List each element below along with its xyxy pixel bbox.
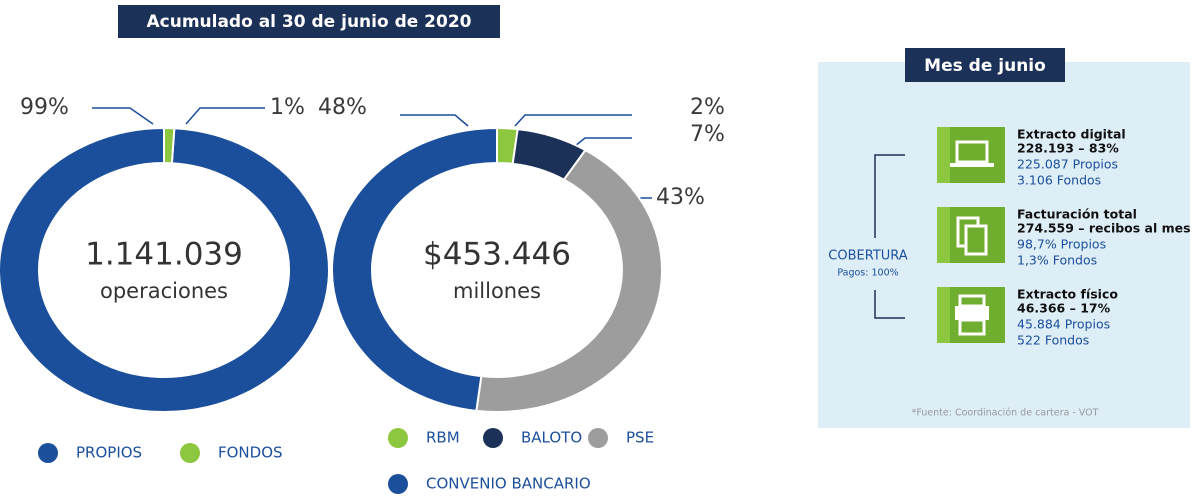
legend-swatch [588,428,608,448]
title-banner [118,5,500,38]
panel-title: Mes de junio [924,56,1046,76]
value-label: 48% [318,95,367,120]
donut-slice [0,126,330,413]
panel-banner [905,48,1065,82]
item-title: Facturación total [1017,207,1137,222]
title: Acumulado al 30 de junio de 2020 [146,12,471,32]
item-value: 228.193 – 83% [1017,141,1119,156]
bracket [874,154,905,319]
item-line: 45.884 Propios [1017,317,1110,332]
legend-label: CONVENIO BANCARIO [426,475,591,493]
legend-label: FONDOS [218,444,283,462]
coverage-note: Pagos: 100% [837,268,898,279]
footnote: *Fuente: Coordinación de cartera - VOT [912,408,1099,419]
center-label: $453.446 [423,237,571,273]
item-line: 1,3% Fondos [1017,253,1097,268]
item-line: 98,7% Propios [1017,237,1106,252]
leader-lines [92,107,652,199]
value-label: 43% [656,185,705,210]
center-label: 1.141.039 [85,237,243,273]
legend-label: PROPIOS [76,444,142,462]
value-label: 99% [20,95,69,120]
legend-swatch [38,443,58,463]
legend-label: PSE [626,429,654,447]
value-label: 7% [690,122,725,147]
legend-swatch [388,474,408,494]
legend-label: RBM [426,429,460,447]
item-line: 225.087 Propios [1017,157,1118,172]
legend-label: BALOTO [521,429,582,447]
item-line: 522 Fondos [1017,333,1089,348]
legend-swatch [483,428,503,448]
donut-slice [475,148,663,413]
item-title: Extracto digital [1017,127,1126,142]
donut-slice [331,126,498,412]
center-sublabel: operaciones [100,279,228,303]
value-label: 1% [270,95,305,120]
item-value: 46.366 – 17% [1017,301,1111,316]
icons [937,127,1005,343]
legend-swatch [180,443,200,463]
value-label: 2% [690,95,725,120]
center-sublabel: millones [453,279,541,303]
coverage: COBERTURA [828,249,907,264]
item-title: Extracto físico [1017,287,1118,302]
donut-slice [163,126,176,165]
item-value: 274.559 – recibos al mes [1017,221,1191,236]
legend-swatch [388,428,408,448]
item-line: 3.106 Fondos [1017,173,1101,188]
